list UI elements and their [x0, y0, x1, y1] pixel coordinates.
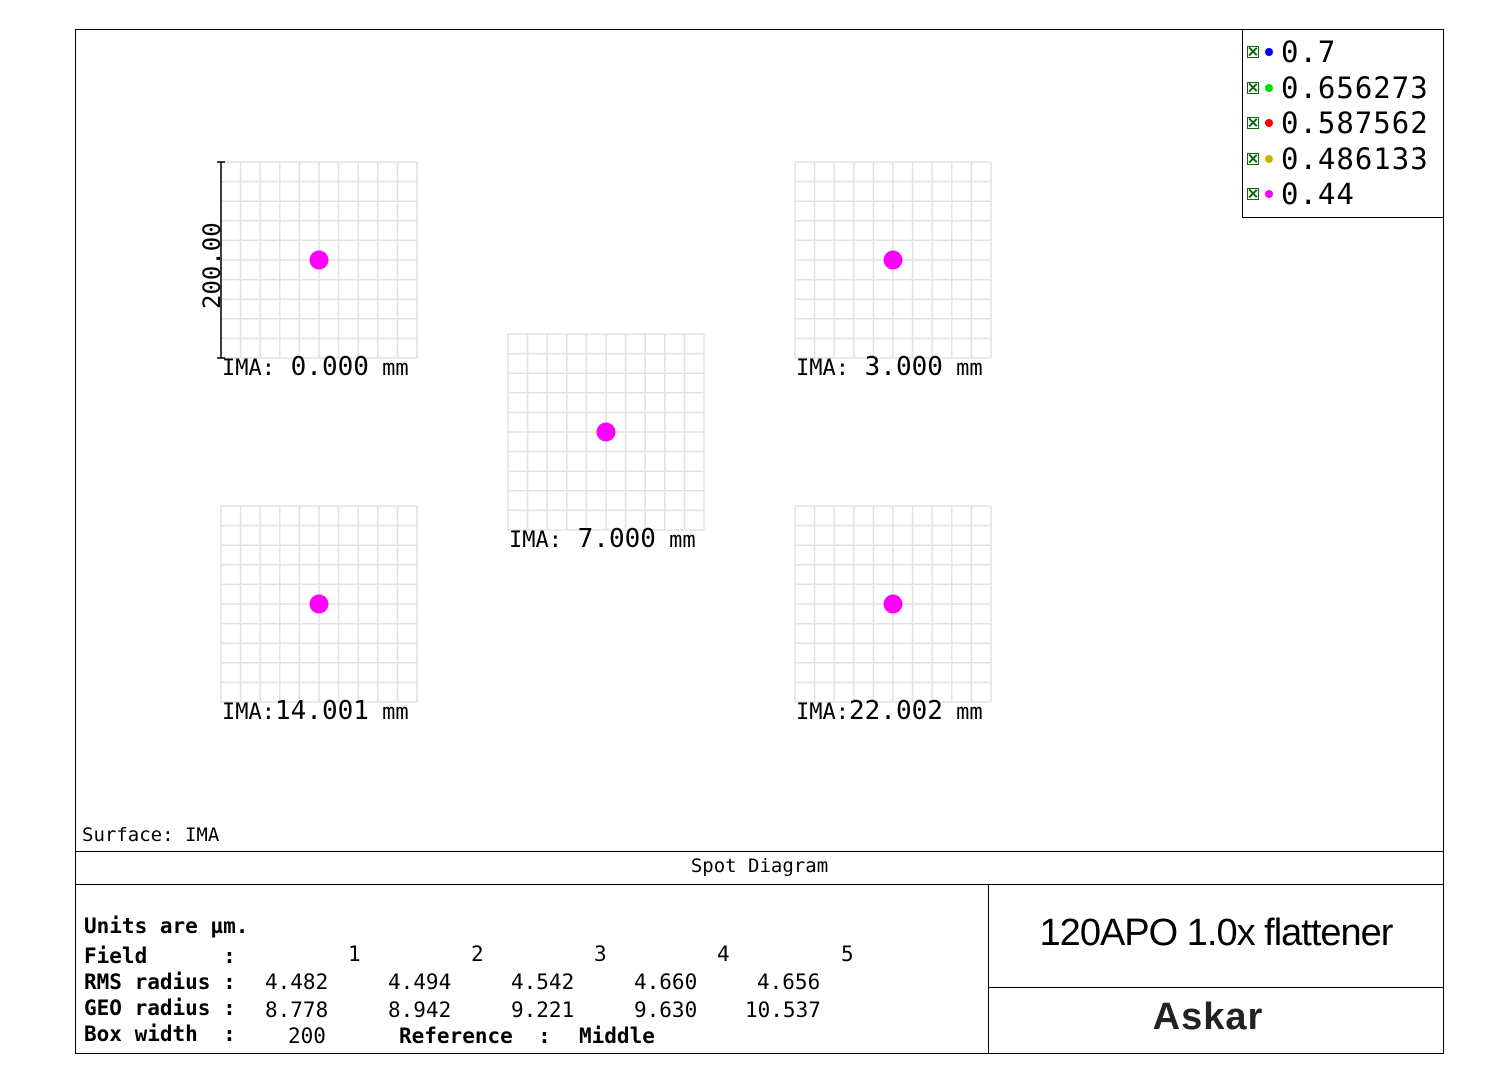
field-box-5	[794, 505, 992, 703]
field-box-1	[220, 161, 418, 359]
field-label-5: IMA:22.002 mm	[796, 696, 983, 726]
spot-point-field-1	[309, 250, 329, 270]
geo-value: 9.221	[511, 998, 575, 1022]
legend-item: 0.44	[1247, 177, 1355, 211]
product-name: 120APO 1.0x flattener	[1039, 912, 1394, 954]
field-label-prefix: IMA:	[222, 700, 275, 725]
checkbox-icon[interactable]	[1247, 117, 1259, 129]
plot-frame	[75, 29, 1444, 1054]
field-label-1: IMA: 0.000 mm	[222, 352, 409, 382]
legend-label: 0.44	[1281, 177, 1355, 211]
units-note: Units are µm.	[84, 914, 249, 938]
legend: 0.7 0.656273 0.587562 0.486133 0.44	[1242, 29, 1444, 218]
field-box-2	[794, 161, 992, 359]
rms-row-label: RMS radius :	[84, 970, 236, 994]
field-number: 4	[717, 942, 730, 966]
field-label-value: 14.001	[274, 696, 369, 726]
rms-value: 4.494	[388, 970, 452, 994]
field-box-4	[220, 505, 418, 703]
box-width-value: 200	[288, 1024, 326, 1048]
info-divider	[988, 884, 989, 1054]
field-label-value: 0.000	[274, 352, 369, 382]
legend-swatch	[1265, 119, 1273, 127]
diagram-title: Spot Diagram	[690, 855, 829, 877]
legend-label: 0.7	[1281, 35, 1337, 69]
legend-swatch	[1265, 154, 1273, 163]
reference-label: Reference :	[399, 1024, 551, 1048]
legend-label: 0.656273	[1281, 70, 1429, 105]
legend-item: 0.7	[1247, 35, 1337, 69]
field-label-value: 22.002	[848, 696, 943, 726]
geo-value: 10.537	[745, 998, 821, 1022]
geo-value: 8.942	[388, 998, 452, 1022]
field-label-2: IMA: 3.000 mm	[796, 352, 983, 382]
field-label-unit: mm	[942, 356, 983, 381]
geo-row-label: GEO radius :	[84, 996, 236, 1020]
rms-value: 4.482	[265, 970, 329, 994]
checkbox-icon[interactable]	[1247, 152, 1259, 165]
spot-point-field-4	[309, 594, 329, 614]
scale-bar-label: 200.00	[198, 222, 226, 309]
legend-label: 0.587562	[1281, 106, 1429, 140]
field-row-label: Field :	[84, 944, 236, 968]
brand-logo: Askar	[1152, 996, 1264, 1038]
product-divider	[988, 987, 1444, 988]
spot-point-field-5	[883, 594, 903, 614]
field-label-prefix: IMA:	[222, 356, 275, 381]
title-divider-top	[75, 851, 1444, 852]
field-number: 1	[348, 942, 361, 966]
box-width-label: Box width :	[84, 1022, 236, 1046]
spot-point-field-2	[883, 250, 903, 270]
legend-swatch	[1265, 190, 1273, 198]
field-label-prefix: IMA:	[509, 528, 562, 553]
field-label-4: IMA:14.001 mm	[222, 696, 409, 726]
legend-swatch	[1265, 83, 1273, 92]
reference-value: Middle	[579, 1024, 655, 1048]
spot-point-field-3	[596, 422, 616, 442]
checkbox-icon[interactable]	[1247, 46, 1259, 58]
field-box-3	[507, 333, 705, 531]
legend-item: 0.587562	[1247, 106, 1429, 140]
field-label-3: IMA: 7.000 mm	[509, 524, 696, 554]
legend-swatch	[1265, 48, 1273, 56]
field-label-unit: mm	[368, 700, 409, 725]
field-label-value: 3.000	[848, 352, 943, 382]
field-label-unit: mm	[368, 356, 409, 381]
field-label-unit: mm	[942, 700, 983, 725]
rms-value: 4.542	[511, 970, 575, 994]
checkbox-icon[interactable]	[1247, 188, 1259, 200]
geo-value: 8.778	[265, 998, 329, 1022]
rms-value: 4.656	[757, 970, 821, 994]
scale-bar	[217, 161, 225, 359]
title-divider-bottom	[75, 884, 1444, 885]
field-label-unit: mm	[655, 528, 696, 553]
surface-label: Surface: IMA	[82, 824, 220, 846]
field-number: 3	[594, 942, 607, 966]
field-number: 2	[471, 942, 484, 966]
field-label-prefix: IMA:	[796, 700, 849, 725]
legend-item: 0.656273	[1247, 70, 1429, 105]
legend-label: 0.486133	[1281, 141, 1429, 176]
field-label-value: 7.000	[561, 524, 656, 554]
field-label-prefix: IMA:	[796, 356, 849, 381]
rms-value: 4.660	[634, 970, 698, 994]
geo-value: 9.630	[634, 998, 698, 1022]
legend-item: 0.486133	[1247, 141, 1429, 176]
checkbox-icon[interactable]	[1247, 81, 1259, 94]
field-number: 5	[841, 942, 854, 966]
spot-diagram-plot	[217, 161, 992, 703]
